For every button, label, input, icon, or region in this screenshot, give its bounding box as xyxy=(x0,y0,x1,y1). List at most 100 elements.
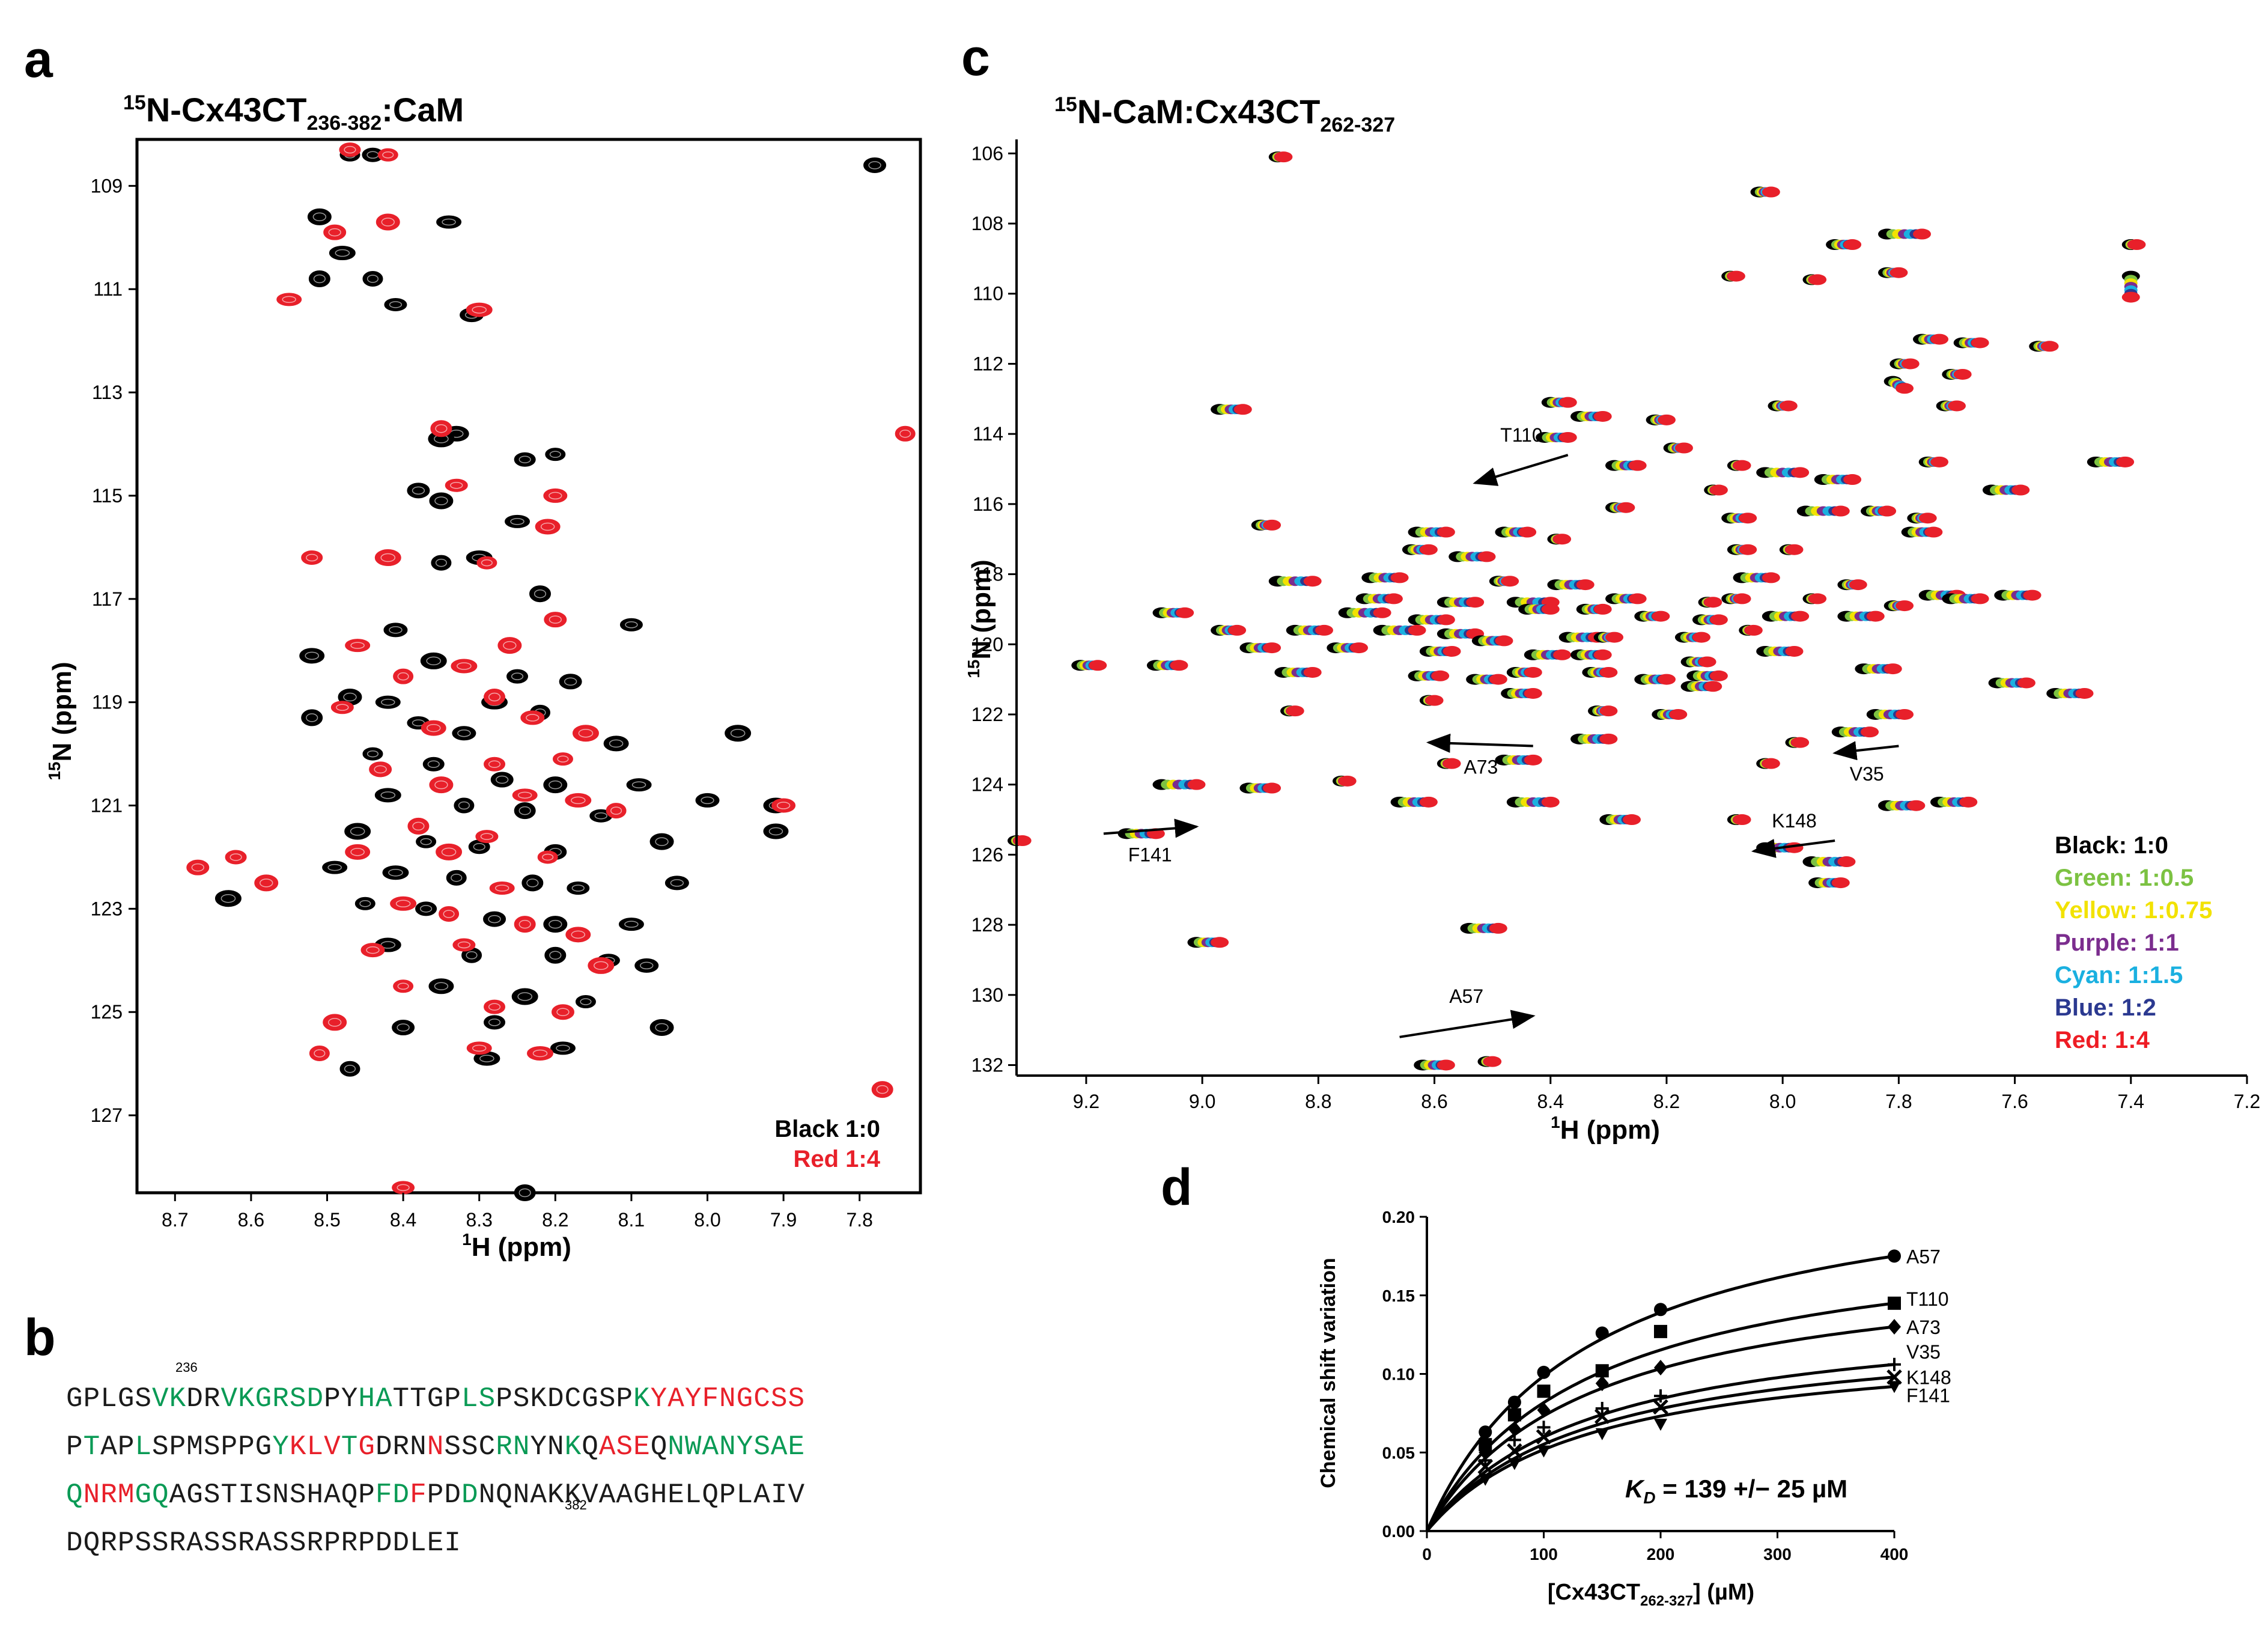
peak-a-red xyxy=(484,999,506,1014)
peak-a-contour-black xyxy=(389,301,403,308)
label-K148: K148 xyxy=(1772,810,1817,832)
label-T110: T110 xyxy=(1500,424,1543,446)
peak-a-red xyxy=(565,927,591,943)
peak-c-red xyxy=(2116,456,2135,467)
peak-a-contour-black xyxy=(343,692,357,702)
panel-a-title-tail: :CaM xyxy=(382,91,464,129)
panel-a-title-sub: 236-382 xyxy=(306,112,382,135)
peak-a-contour-black xyxy=(580,998,592,1005)
peak-a-contour-red xyxy=(435,424,448,433)
peak-c-red xyxy=(1286,705,1304,717)
peak-a-black xyxy=(431,555,452,571)
panel-c-xtick-label: 7.4 xyxy=(2118,1091,2144,1112)
panel-a-ylabel: 15N (ppm) xyxy=(45,662,77,780)
panel-a-xtick-label: 8.1 xyxy=(618,1209,645,1231)
series-label-K148: K148 xyxy=(1906,1367,1951,1389)
peak-a-black xyxy=(383,623,408,638)
peak-a-contour-black xyxy=(305,651,319,660)
peak-a-contour-black xyxy=(556,1044,570,1052)
panel-c-ytick-label: 110 xyxy=(973,283,1003,305)
peak-a-red xyxy=(771,798,796,813)
panel-c-xtick-label: 7.8 xyxy=(1885,1091,1912,1112)
peak-a-contour-red xyxy=(327,1018,342,1027)
peak-a-black xyxy=(384,297,407,311)
peak-a-contour-red xyxy=(457,662,472,670)
peak-a-red xyxy=(445,478,468,492)
peak-c-red xyxy=(1791,467,1810,478)
peak-c-red xyxy=(1541,603,1560,615)
panel-a-spectrum: 15N-Cx43CT236-382:CaM 8.7 8.6 8.5 8.4 8.3 8.2… xyxy=(45,91,922,1262)
peak-a-contour-red xyxy=(443,910,455,918)
panel-letter-b: b xyxy=(24,1309,56,1366)
label-A73: A73 xyxy=(1464,756,1498,778)
peak-a-contour-black xyxy=(670,879,684,887)
peak-a-red xyxy=(484,757,506,772)
peak-c-red xyxy=(1263,782,1281,794)
peak-c-red xyxy=(2023,589,2042,601)
panel-d-plot: 0 100 200 300 400 0.00 0.05 0.10 0.15 0.20 A57 T110… xyxy=(1382,1208,1951,1564)
peak-c-red xyxy=(1228,624,1247,636)
peak-c-red xyxy=(1861,726,1879,738)
peak-a-black xyxy=(308,270,330,288)
seq-segment: AGSTISNSHAQP xyxy=(169,1479,375,1511)
peak-a-black xyxy=(375,695,401,709)
peak-a-red xyxy=(254,874,279,892)
peak-c-red xyxy=(1443,645,1461,657)
peak-a-contour-red xyxy=(441,847,457,857)
peak-c-red xyxy=(1791,611,1810,622)
peak-c-red xyxy=(1698,656,1716,668)
panel-c-xlabel-main: H (ppm) xyxy=(1560,1115,1660,1145)
seq-segment: DR xyxy=(186,1383,220,1414)
panel-a-ytick-label: 127 xyxy=(91,1104,123,1126)
peak-a-red xyxy=(552,752,573,766)
peak-c-red xyxy=(1704,597,1722,608)
panel-d-xlabel-tail: ] (µM) xyxy=(1693,1580,1754,1605)
panel-c-ytick-label: 116 xyxy=(973,493,1003,515)
peak-c-red xyxy=(1739,513,1757,524)
peak-c-red xyxy=(1553,649,1572,660)
peak-a-black xyxy=(354,897,375,910)
seq-segment: K xyxy=(633,1383,651,1414)
peak-c-red xyxy=(1918,513,1937,524)
marker-A57 xyxy=(1507,1395,1521,1409)
peak-a-contour-red xyxy=(610,806,622,815)
peak-a-contour-black xyxy=(458,801,470,810)
peak-a-red xyxy=(345,844,371,860)
peak-a-black xyxy=(559,674,582,690)
peak-a-contour-black xyxy=(526,878,539,888)
peak-c-red xyxy=(1443,758,1461,769)
marker-V35 xyxy=(1888,1357,1901,1371)
peak-c-red xyxy=(1477,551,1496,562)
seq-start-number: 236 xyxy=(175,1360,198,1375)
fit-curve-F141 xyxy=(1426,1384,1895,1532)
seq-segment: A xyxy=(375,1383,393,1414)
peak-c-red xyxy=(1930,456,1948,467)
peak-a-black xyxy=(567,882,590,895)
legend-c-blue: Blue: 1:2 xyxy=(2055,994,2156,1021)
peak-a-red xyxy=(535,519,561,535)
peak-c-red xyxy=(1709,670,1728,681)
panel-letter-a: a xyxy=(24,31,53,88)
peak-c-red xyxy=(1274,151,1293,163)
panel-a-ylabel-main: N (ppm) xyxy=(47,662,77,761)
peak-c-red xyxy=(1599,733,1618,744)
peak-c-red xyxy=(1628,460,1647,471)
seq-segment: SSC xyxy=(444,1431,496,1463)
panel-a-xtick-label: 8.3 xyxy=(466,1209,492,1231)
peak-a-red xyxy=(514,916,536,933)
peak-a-black xyxy=(415,901,437,916)
peak-a-contour-black xyxy=(549,451,561,458)
panel-a-xlabel-main: H (ppm) xyxy=(472,1232,571,1262)
series-label-F141: F141 xyxy=(1906,1384,1950,1406)
peak-c-red xyxy=(1709,614,1728,626)
peak-a-contour-black xyxy=(419,905,433,913)
seq-segment: VKGRS xyxy=(220,1383,306,1414)
seq-segment: DRN xyxy=(375,1431,427,1463)
panel-c-spectrum: 15N-CaM:Cx43CT262-327 9.2 9.0 8.8 8.6 8.4 8.2… xyxy=(964,93,2260,1145)
panel-a-frame xyxy=(135,138,922,1195)
panel-c-xtick-label: 9.2 xyxy=(1073,1091,1099,1112)
peak-a-contour-red xyxy=(503,641,517,650)
sequence-line-3: QNRMGQAGSTISNSHAQPFDFPDDNQNAKKVAAGHELQPL… xyxy=(66,1479,805,1511)
seq-segment: NWANYSAE xyxy=(667,1431,805,1463)
marker-A57 xyxy=(1537,1365,1551,1379)
